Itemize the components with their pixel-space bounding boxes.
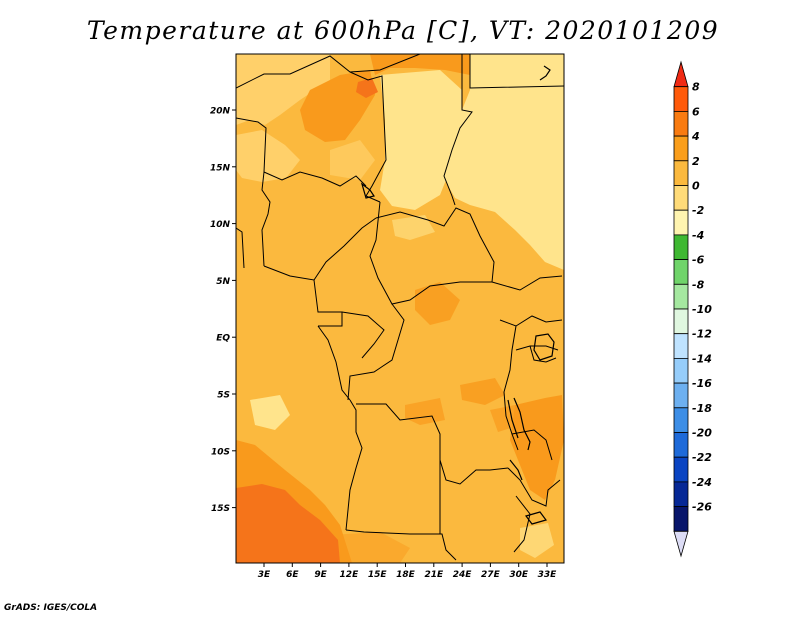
colorbar-segment (673, 160, 689, 186)
colorbar-label: -8 (692, 278, 705, 291)
pale-band-areas (250, 54, 564, 558)
colorbar-label: -16 (692, 377, 712, 390)
light-band-areas (236, 54, 375, 182)
colorbar-segment (673, 308, 689, 335)
latitude-axis: 20N 15N 10N 5N EQ 5S 10S 15S (210, 107, 236, 514)
colorbar-segment (673, 209, 689, 236)
lon-tick-label: 12E (340, 570, 360, 580)
colorbar-label: -20 (692, 427, 712, 440)
colorbar-label: -18 (692, 402, 712, 415)
lon-tick-label: 9E (314, 570, 327, 580)
lon-tick-label: 33E (538, 570, 558, 580)
colorbar-segment (673, 234, 689, 260)
country-borders (236, 54, 564, 561)
colorbar-segment (673, 382, 689, 409)
colorbar-label: 8 (692, 81, 700, 94)
lon-tick-label: 30E (509, 570, 529, 580)
lat-tick-label: 20N (210, 107, 231, 117)
colorbar-label: -14 (692, 352, 712, 365)
colorbar-segment (673, 407, 689, 433)
colorbar-label: 6 (692, 105, 700, 118)
page-title: Temperature at 600hPa [C], VT: 202010120… (86, 16, 720, 45)
colorbar-segment (673, 357, 689, 384)
map-frame (235, 53, 565, 564)
colorbar-segment (673, 86, 689, 112)
colorbar-label: -22 (692, 451, 712, 464)
lat-tick-label: 5N (216, 277, 230, 287)
lon-tick-label: 15E (368, 570, 388, 580)
colorbar-label: -12 (692, 328, 712, 341)
hot-band-areas (236, 78, 378, 563)
lat-tick-label: 10N (210, 220, 231, 230)
colorbar-top-arrow (673, 60, 689, 88)
footer-credit: GrADS: IGES/COLA (4, 603, 98, 613)
colorbar-label: -4 (692, 229, 704, 242)
colorbar-segment (673, 506, 689, 532)
lake-outlines (360, 65, 555, 525)
longitude-axis: 3E 6E 9E 12E 15E 18E 21E 24E 27E 30E 33E (258, 563, 557, 580)
colorbar-label: -26 (692, 501, 712, 514)
colorbar-segment (673, 111, 689, 137)
colorbar-segment (673, 481, 689, 507)
colorbar-label: 4 (691, 130, 700, 143)
colorbar-segment (673, 185, 689, 211)
colorbar-segment (673, 432, 689, 458)
lat-tick-label: EQ (216, 334, 230, 344)
colorbar-segment (673, 456, 689, 483)
temperature-field (236, 54, 564, 563)
colorbar-segment (673, 283, 689, 310)
colorbar-segment (673, 259, 689, 285)
lon-tick-label: 24E (453, 570, 473, 580)
lon-tick-label: 27E (481, 570, 501, 580)
colorbar-label: -2 (692, 204, 705, 217)
colorbar-segment (673, 135, 689, 162)
lat-tick-label: 10S (211, 447, 230, 457)
colorbar: 8 6 4 2 0 -2 -4 -6 -8 -10 -12 -14 -16 -18 -20 -22 -24 -26 (673, 60, 712, 558)
colorbar-label: -24 (692, 476, 712, 489)
lon-tick-label: 6E (286, 570, 299, 580)
colorbar-label: -6 (692, 254, 705, 267)
lon-tick-label: 21E (424, 570, 444, 580)
colorbar-segment (673, 333, 689, 359)
lat-tick-label: 15S (211, 504, 230, 514)
colorbar-label: 0 (692, 180, 700, 193)
colorbar-label: -10 (692, 303, 712, 316)
lat-tick-label: 5S (217, 391, 230, 401)
colorbar-label: 2 (692, 155, 700, 168)
colorbar-bottom-arrow (673, 530, 689, 558)
lon-tick-label: 18E (396, 570, 416, 580)
lat-tick-label: 15N (210, 163, 231, 173)
lon-tick-label: 3E (258, 570, 271, 580)
